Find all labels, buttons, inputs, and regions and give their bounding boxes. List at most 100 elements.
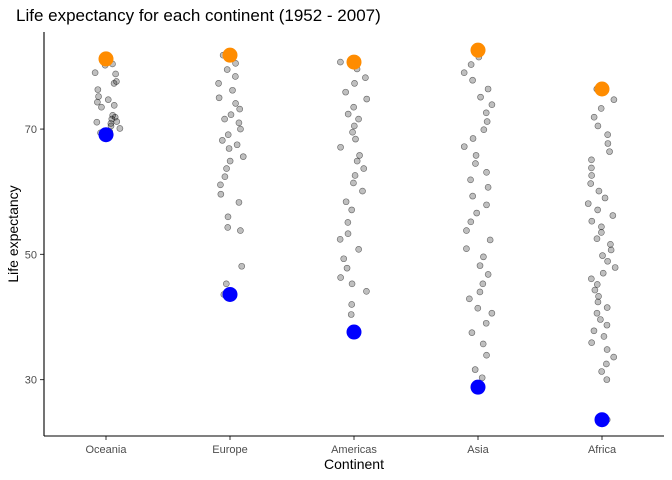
data-point	[611, 264, 619, 271]
min-marker	[594, 412, 610, 428]
max-marker	[470, 42, 486, 58]
data-point	[593, 281, 601, 288]
data-point	[235, 199, 243, 206]
data-point	[337, 274, 344, 281]
data-point	[603, 321, 611, 329]
data-point	[107, 122, 115, 130]
data-point	[226, 157, 234, 165]
data-point	[599, 252, 606, 259]
data-point	[337, 58, 344, 66]
data-point	[350, 179, 357, 187]
data-point	[223, 165, 230, 172]
data-point	[349, 128, 356, 136]
data-point	[359, 187, 366, 195]
data-point	[584, 200, 592, 207]
x-tick-label: Asia	[467, 444, 489, 456]
data-point	[588, 275, 595, 283]
data-point	[221, 115, 228, 123]
y-axis-ticks: 30 50 70	[25, 124, 44, 387]
data-point	[606, 148, 613, 155]
data-point	[484, 271, 492, 278]
max-marker	[594, 81, 610, 97]
max-marker	[222, 47, 238, 63]
data-point	[112, 70, 119, 78]
data-point	[480, 126, 488, 134]
data-point	[344, 219, 352, 226]
data-point	[360, 165, 368, 172]
data-point	[588, 164, 595, 172]
min-marker	[222, 286, 238, 302]
data-point	[594, 206, 601, 214]
data-point	[597, 105, 605, 112]
data-point	[217, 190, 225, 198]
data-point	[594, 122, 602, 130]
data-point	[113, 78, 120, 85]
data-point	[604, 257, 611, 265]
y-tick-label: 30	[25, 375, 37, 387]
data-point	[587, 180, 595, 187]
data-point	[94, 86, 102, 93]
data-point	[484, 184, 492, 191]
data-point	[236, 105, 243, 113]
data-point	[603, 346, 611, 353]
x-tick-label: Africa	[588, 444, 617, 456]
data-point	[221, 173, 229, 180]
data-point	[227, 111, 235, 118]
data-point	[344, 230, 352, 237]
data-point	[355, 115, 362, 123]
data-point	[588, 156, 595, 164]
max-marker	[346, 54, 362, 70]
data-point	[598, 368, 605, 375]
data-point	[342, 88, 349, 96]
data-point	[595, 293, 602, 300]
data-point	[353, 157, 361, 165]
data-point	[599, 269, 607, 277]
data-point	[215, 80, 222, 87]
data-point	[235, 119, 243, 127]
chart-title: Life expectancy for each continent (1952…	[16, 6, 381, 25]
data-point	[483, 118, 491, 125]
data-point	[477, 93, 484, 101]
data-point	[215, 94, 223, 102]
data-point	[93, 118, 101, 126]
data-point	[600, 333, 608, 340]
data-point	[469, 135, 477, 142]
data-point	[590, 327, 598, 335]
data-point	[479, 340, 487, 348]
x-axis-title: Continent	[324, 456, 384, 472]
data-point	[482, 109, 490, 117]
min-marker	[346, 324, 362, 340]
data-point	[460, 69, 468, 77]
data-point	[340, 255, 348, 263]
data-point	[467, 176, 474, 184]
data-point	[483, 351, 490, 359]
data-point	[486, 236, 494, 244]
data-point	[472, 152, 480, 159]
data-point	[237, 227, 244, 234]
data-point	[337, 143, 344, 151]
data-point	[590, 113, 598, 121]
data-point	[362, 74, 369, 82]
data-point	[342, 198, 350, 206]
data-point	[607, 246, 615, 254]
data-point	[601, 194, 609, 202]
data-point	[363, 95, 371, 103]
data-point	[598, 229, 605, 236]
data-point	[348, 301, 356, 308]
data-point	[217, 181, 224, 189]
data-point	[471, 366, 479, 373]
data-point	[476, 288, 484, 296]
data-point	[348, 206, 356, 214]
data-point	[356, 152, 363, 159]
data-point	[95, 93, 102, 100]
data-point	[237, 125, 244, 133]
data-point	[588, 217, 596, 225]
data-point	[483, 169, 490, 176]
data-point	[232, 60, 239, 67]
data-point	[350, 122, 358, 130]
data-point	[336, 236, 344, 243]
data-point	[593, 309, 601, 317]
data-point	[229, 86, 236, 94]
data-point	[595, 187, 603, 195]
data-point	[479, 280, 487, 288]
